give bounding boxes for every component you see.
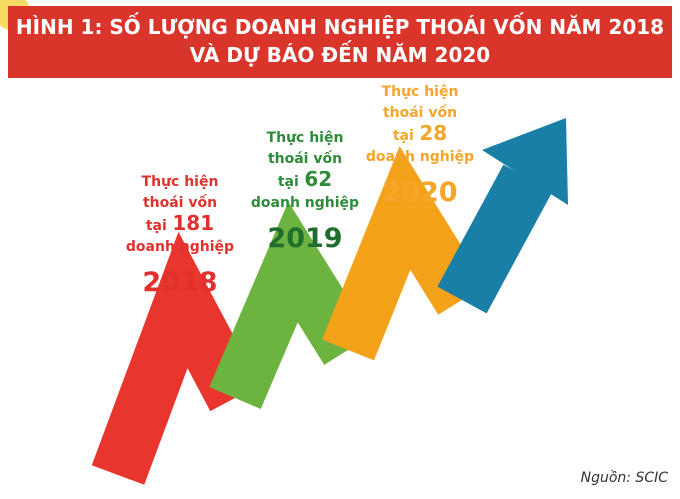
count-prefix: tại	[146, 218, 167, 234]
label-line: thoái vốn	[383, 104, 457, 121]
year: 2018	[142, 267, 217, 298]
count-value: 28	[419, 121, 447, 145]
source: Nguồn: SCIC	[581, 469, 669, 486]
arrow-segment-red	[91, 231, 260, 485]
label-line: Thực hiện	[142, 174, 219, 190]
label-line: Thực hiện	[382, 84, 459, 100]
count-value: 181	[172, 211, 214, 235]
arrow-segment-orange	[322, 146, 486, 361]
count-prefix: tại	[393, 128, 414, 144]
count-line: tại 28	[393, 121, 447, 145]
arrow-segment-blue	[437, 164, 553, 314]
zigzag-arrow	[91, 146, 553, 485]
arrow-head	[482, 118, 568, 205]
count-prefix: tại	[278, 174, 299, 190]
label-suffix: doanh nghiệp	[366, 149, 474, 165]
title-banner	[8, 6, 672, 78]
count-line: tại 62	[278, 167, 332, 191]
label-suffix: doanh nghiệp	[126, 239, 234, 255]
year: 2020	[382, 177, 457, 208]
label-line: thoái vốn	[143, 194, 217, 211]
label-line: thoái vốn	[268, 150, 342, 167]
title-line: HÌNH 1: SỐ LƯỢNG DOANH NGHIỆP THOÁI VỐN …	[16, 13, 664, 39]
label-suffix: doanh nghiệp	[251, 195, 359, 211]
title-line: VÀ DỰ BÁO ĐẾN NĂM 2020	[190, 41, 490, 67]
count-line: tại 181	[146, 211, 214, 235]
count-value: 62	[304, 167, 332, 191]
year: 2019	[267, 223, 342, 254]
label-line: Thực hiện	[267, 130, 344, 146]
